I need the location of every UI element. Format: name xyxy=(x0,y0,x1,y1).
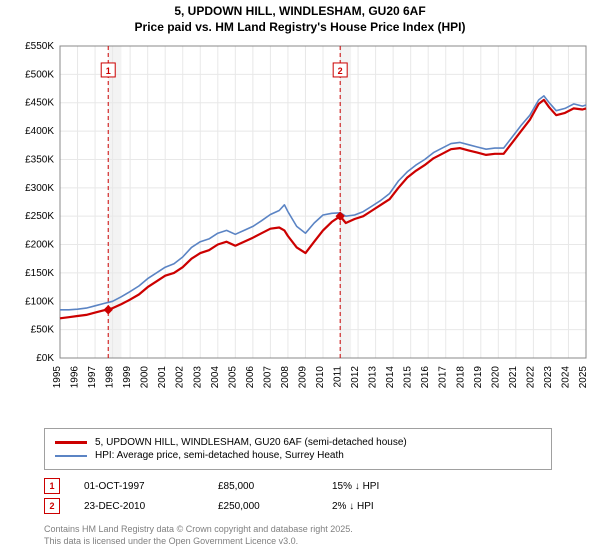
svg-text:2: 2 xyxy=(338,66,343,76)
legend-label: 5, UPDOWN HILL, WINDLESHAM, GU20 6AF (se… xyxy=(95,437,407,448)
sale-row: 1 01-OCT-1997 £85,000 15% ↓ HPI xyxy=(44,478,552,494)
legend-item: HPI: Average price, semi-detached house,… xyxy=(55,450,541,461)
svg-text:2016: 2016 xyxy=(420,366,431,389)
chart-area: £0K £50K £100K £150K £200K £250K £300K £350K £40… xyxy=(8,40,592,420)
legend-swatch xyxy=(55,455,87,457)
svg-text:£200K: £200K xyxy=(25,240,54,251)
svg-text:2015: 2015 xyxy=(403,366,414,389)
svg-text:£100K: £100K xyxy=(25,296,54,307)
svg-text:£450K: £450K xyxy=(25,98,54,109)
svg-text:2021: 2021 xyxy=(508,366,519,389)
sale-marker: 2 xyxy=(44,498,60,514)
svg-text:1999: 1999 xyxy=(122,366,133,389)
sale-price: £250,000 xyxy=(218,501,308,512)
svg-text:2006: 2006 xyxy=(245,366,256,389)
svg-text:£150K: £150K xyxy=(25,268,54,279)
svg-text:2012: 2012 xyxy=(350,366,361,389)
svg-text:1997: 1997 xyxy=(87,366,98,389)
legend-swatch xyxy=(55,441,87,444)
title-line-1: 5, UPDOWN HILL, WINDLESHAM, GU20 6AF xyxy=(0,4,600,20)
svg-text:£50K: £50K xyxy=(31,325,55,336)
svg-text:2002: 2002 xyxy=(175,366,186,389)
sale-marker: 1 xyxy=(44,478,60,494)
svg-text:1995: 1995 xyxy=(52,366,63,389)
svg-text:2007: 2007 xyxy=(262,366,273,389)
svg-text:2024: 2024 xyxy=(560,366,571,389)
page: 5, UPDOWN HILL, WINDLESHAM, GU20 6AF Pri… xyxy=(0,0,600,560)
svg-text:2020: 2020 xyxy=(490,366,501,389)
svg-text:2008: 2008 xyxy=(280,366,291,389)
svg-text:£250K: £250K xyxy=(25,211,54,222)
svg-text:2022: 2022 xyxy=(525,366,536,389)
chart-title: 5, UPDOWN HILL, WINDLESHAM, GU20 6AF Pri… xyxy=(0,4,600,35)
svg-text:2019: 2019 xyxy=(473,366,484,389)
footer-line-1: Contains HM Land Registry data © Crown c… xyxy=(44,524,552,536)
svg-text:£350K: £350K xyxy=(25,154,54,165)
svg-text:1996: 1996 xyxy=(70,366,81,389)
price-chart: £0K £50K £100K £150K £200K £250K £300K £350K £40… xyxy=(8,40,592,420)
svg-text:2023: 2023 xyxy=(543,366,554,389)
sale-hpi: 15% ↓ HPI xyxy=(332,481,432,492)
title-line-2: Price paid vs. HM Land Registry's House … xyxy=(0,20,600,36)
svg-text:£0K: £0K xyxy=(36,353,54,364)
sale-hpi: 2% ↓ HPI xyxy=(332,501,432,512)
sale-row: 2 23-DEC-2010 £250,000 2% ↓ HPI xyxy=(44,498,552,514)
svg-text:2025: 2025 xyxy=(578,366,589,389)
svg-text:2017: 2017 xyxy=(438,366,449,389)
footer: Contains HM Land Registry data © Crown c… xyxy=(44,524,552,547)
svg-text:2013: 2013 xyxy=(368,366,379,389)
footer-line-2: This data is licensed under the Open Gov… xyxy=(44,536,552,548)
svg-text:£400K: £400K xyxy=(25,126,54,137)
sale-date: 23-DEC-2010 xyxy=(84,501,194,512)
svg-text:2000: 2000 xyxy=(140,366,151,389)
svg-text:2001: 2001 xyxy=(157,366,168,389)
svg-text:2010: 2010 xyxy=(315,366,326,389)
legend-item: 5, UPDOWN HILL, WINDLESHAM, GU20 6AF (se… xyxy=(55,437,541,448)
svg-text:1998: 1998 xyxy=(105,366,116,389)
svg-text:2018: 2018 xyxy=(455,366,466,389)
svg-text:2004: 2004 xyxy=(210,366,221,389)
legend: 5, UPDOWN HILL, WINDLESHAM, GU20 6AF (se… xyxy=(44,428,552,470)
sale-price: £85,000 xyxy=(218,481,308,492)
svg-text:2014: 2014 xyxy=(385,366,396,389)
svg-text:2011: 2011 xyxy=(333,366,344,388)
svg-text:£300K: £300K xyxy=(25,183,54,194)
svg-text:£550K: £550K xyxy=(25,41,54,52)
svg-text:2009: 2009 xyxy=(297,366,308,389)
svg-text:1: 1 xyxy=(106,66,111,76)
sales-table: 1 01-OCT-1997 £85,000 15% ↓ HPI 2 23-DEC-2010… xyxy=(44,474,552,518)
sale-date: 01-OCT-1997 xyxy=(84,481,194,492)
svg-text:£500K: £500K xyxy=(25,69,54,80)
svg-text:2005: 2005 xyxy=(227,366,238,389)
svg-text:2003: 2003 xyxy=(192,366,203,389)
legend-label: HPI: Average price, semi-detached house,… xyxy=(95,450,344,461)
